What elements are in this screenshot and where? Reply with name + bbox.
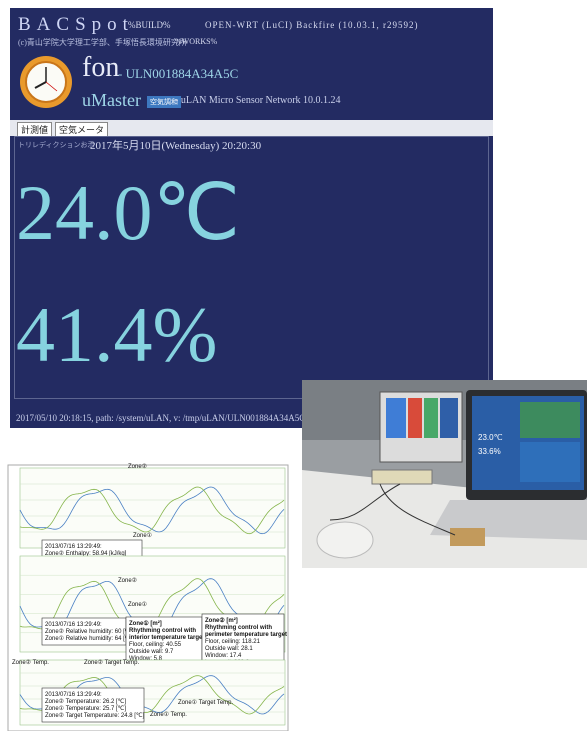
- annotation-text: Zone① Temperature: 25.7 [℃]: [45, 705, 126, 712]
- photo-and-charts: 23.0℃ 33.6% Zone② Zone① 2013/07/16 13:29:4…: [0, 0, 587, 731]
- screen-humidity: 33.6%: [478, 447, 501, 456]
- annotation-text: Zone① [m²]: [129, 620, 162, 627]
- annotation-text: perimeter temperature target: [205, 632, 287, 638]
- annotation-text: Outside wall: 9.7: [129, 649, 174, 655]
- zone-label: Zone②: [118, 577, 137, 584]
- zone-label: Zone② Temp.: [12, 659, 49, 666]
- annotation-text: Rhythming control with: [129, 628, 196, 634]
- annotation-text: Rhythming control with: [205, 625, 272, 631]
- annotation-text: 2013/07/16 13:29:49:: [45, 692, 102, 698]
- annotation-text: Zone② Relative humidity: 60 [%]: [45, 628, 132, 635]
- annotation-text: Zone② Target Temperature: 24.8 [℃]: [45, 712, 145, 719]
- annotation-text: Outside wall: 28.1: [205, 646, 253, 652]
- annotation-text: Window: 17.4: [205, 653, 242, 659]
- zone-label: Zone① Target Temp.: [178, 699, 234, 706]
- annotation-text: 2013/07/16 13:29:49:: [45, 544, 102, 550]
- annotation-text: interior temperature target: [129, 635, 204, 641]
- zone-label: Zone① Temp.: [150, 711, 187, 718]
- annotation-text: Floor, ceiling: 40.55: [129, 642, 182, 648]
- zone-label: Zone② Target Temp.: [84, 659, 140, 666]
- annotation-text: Zone① Relative humidity: 64 [%]: [45, 635, 132, 642]
- annotation-text: Zone② Temperature: 26.2 [℃]: [45, 698, 126, 705]
- annotation-text: 2013/07/16 13:29:49:: [45, 622, 102, 628]
- zone-label: Zone①: [128, 601, 147, 608]
- annotation-text: Zone② [m²]: [205, 617, 238, 624]
- page: BACSpot %BUILD% OPEN-WRT (LuCI) Backfire…: [0, 0, 587, 731]
- zone-label: Zone②: [128, 463, 147, 470]
- photo: 23.0℃ 33.6%: [302, 380, 587, 568]
- screen-temperature: 23.0℃: [478, 433, 503, 442]
- plot-area: [20, 468, 285, 548]
- annotation-text: Floor, ceiling: 118.21: [205, 639, 261, 645]
- zone-label: Zone①: [133, 532, 152, 539]
